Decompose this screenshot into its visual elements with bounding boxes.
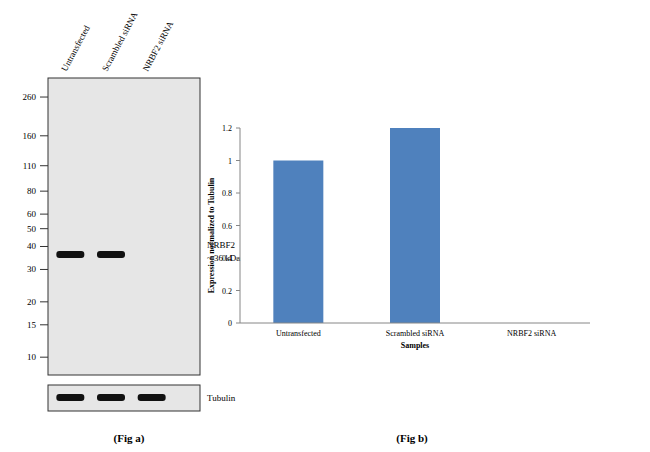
y-tick: [236, 193, 240, 194]
lane-label: Scrambled siRNA: [100, 10, 140, 73]
y-tick-label: 0.4: [222, 254, 232, 263]
y-tick: [236, 290, 240, 291]
loading-name: Tubulin: [207, 393, 236, 403]
x-label: Samples: [401, 341, 429, 350]
ladder-label: 80: [27, 186, 37, 196]
ladder-label: 50: [27, 224, 37, 234]
loading-band: [56, 394, 84, 401]
caption: (Fig b): [396, 432, 428, 445]
ladder-label: 15: [27, 320, 37, 330]
y-tick-label: 0: [228, 319, 232, 328]
lane-label: NRBF2 siRNA: [141, 19, 176, 73]
y-tick: [236, 258, 240, 259]
ladder-label: 30: [27, 264, 37, 274]
band: [97, 251, 125, 258]
ladder-tick: [40, 357, 48, 358]
ladder-tick: [40, 214, 48, 215]
y-tick-label: 1: [228, 157, 232, 166]
ladder-tick: [40, 269, 48, 270]
y-tick: [236, 225, 240, 226]
ladder-tick: [40, 135, 48, 136]
x-tick-label: Scrambled siRNA: [386, 329, 445, 338]
y-axis: [240, 128, 241, 323]
ladder-label: 260: [23, 92, 37, 102]
bars: [273, 128, 440, 323]
figure: UntransfectedScrambled siRNANRBF2 siRNA2…: [0, 0, 650, 452]
y-tick: [236, 160, 240, 161]
band: [56, 251, 84, 258]
ladder-label: 10: [27, 352, 37, 362]
x-tick-label: Untransfected: [276, 329, 321, 338]
y-label: Expression normalized to Tubulin: [207, 177, 216, 293]
ladder-tick: [40, 228, 48, 229]
ladder-label: 160: [23, 131, 37, 141]
ladder-tick: [40, 301, 48, 302]
ladder-label: 20: [27, 297, 37, 307]
x-axis: [240, 323, 590, 324]
y-tick: [236, 128, 240, 129]
y-tick-label: 0.8: [222, 189, 232, 198]
y-tick-label: 0.2: [222, 287, 232, 296]
bar: [273, 161, 323, 324]
ladder-label: 40: [27, 241, 37, 251]
loading-band: [138, 394, 166, 401]
y-tick: [236, 323, 240, 324]
bar: [390, 128, 440, 323]
ladder-tick: [40, 324, 48, 325]
ladder-label: 110: [23, 161, 37, 171]
loading-frame: [48, 385, 200, 411]
y-tick-label: 1.2: [222, 124, 232, 133]
ladder-tick: [40, 246, 48, 247]
caption: (Fig a): [114, 432, 145, 445]
ladder-label: 60: [27, 209, 37, 219]
ladder-tick: [40, 165, 48, 166]
ladder-tick: [40, 191, 48, 192]
lane-label: Untransfected: [59, 23, 92, 73]
y-tick-label: 0.6: [222, 222, 232, 231]
loading-band: [97, 394, 125, 401]
ladder-tick: [40, 97, 48, 98]
blot-frame: [48, 78, 200, 375]
x-tick-label: NRBF2 siRNA: [507, 329, 556, 338]
